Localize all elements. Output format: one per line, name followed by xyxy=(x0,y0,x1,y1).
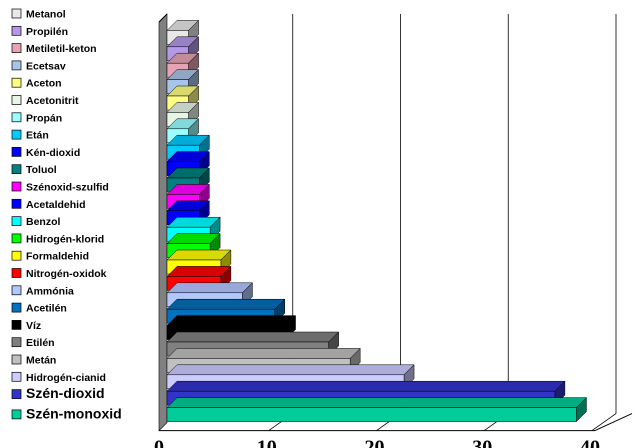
legend-label: Acetilén xyxy=(26,303,67,315)
legend-item-nitrogen-oxidok: Nitrogén-oxidok xyxy=(11,268,107,280)
legend-swatch xyxy=(11,25,22,36)
legend-item-ammonia: Ammónia xyxy=(11,285,74,297)
legend-label: Szénoxid-szulfid xyxy=(26,182,109,194)
bar-top-face xyxy=(166,266,232,277)
legend-swatch xyxy=(11,95,22,105)
bar-top-face xyxy=(166,282,254,294)
bar-top-face xyxy=(166,331,340,343)
legend-label: Aceton xyxy=(26,78,62,90)
legend-item-etan: Etán xyxy=(11,129,49,142)
legend-label: Metiletil-keton xyxy=(26,43,97,55)
floor-right-edge xyxy=(594,413,633,432)
bar-top-face xyxy=(166,249,232,261)
legend-label: Benzol xyxy=(26,216,61,228)
bar-top-face xyxy=(166,364,415,376)
legend-swatch xyxy=(11,268,22,278)
bar-top-face xyxy=(166,380,566,392)
x-tick-label-10: 10 xyxy=(257,437,277,448)
legend-swatch xyxy=(11,43,22,53)
legend-swatch xyxy=(11,8,22,19)
legend-label: Hidrogén-cianid xyxy=(26,372,106,384)
legend-swatch xyxy=(11,112,22,123)
legend-swatch xyxy=(11,371,22,382)
wall-top-edge xyxy=(158,13,168,23)
legend-label: Szén-dioxid xyxy=(26,385,105,401)
legend-swatch xyxy=(11,320,22,330)
legend-swatch xyxy=(11,250,22,261)
x-axis-ticks: 0 10 20 30 40 xyxy=(154,437,600,448)
legend-item-szenoxid-szulfid: Szénoxid-szulfid xyxy=(11,181,109,194)
legend-label: Acetaldehid xyxy=(26,199,86,211)
legend-label: Etán xyxy=(26,130,49,142)
bar-metanol xyxy=(166,19,200,46)
legend-label: Nitrogén-oxidok xyxy=(26,268,107,280)
legend-item-hidrogen-cianid: Hidrogén-cianid xyxy=(11,371,106,384)
legend-swatch xyxy=(11,354,22,365)
legend-item-benzol: Benzol xyxy=(11,216,61,228)
legend-swatch xyxy=(11,302,22,313)
legend-swatch xyxy=(11,181,22,192)
x-tick-label-40: 40 xyxy=(580,437,600,448)
x-tick-label-0: 0 xyxy=(154,437,164,448)
legend-swatch xyxy=(11,337,22,348)
legend-item-metiletil-keton: Metiletil-keton xyxy=(11,43,97,55)
legend-item-acetaldehid: Acetaldehid xyxy=(11,198,86,211)
legend-label: Kén-dioxid xyxy=(26,147,80,159)
legend-label: Ammónia xyxy=(26,285,74,297)
legend: Metanol Propilén Metiletil-keton Ecetsav Ace… xyxy=(11,8,122,421)
bar-top-face xyxy=(166,397,588,408)
legend-swatch xyxy=(11,389,22,399)
bar-front-face xyxy=(166,407,577,422)
legend-item-propilen: Propilén xyxy=(11,25,68,38)
side-wall xyxy=(158,13,168,432)
legend-swatch xyxy=(11,198,22,209)
legend-item-metanol: Metanol xyxy=(11,8,66,21)
legend-label: Toluol xyxy=(26,164,57,176)
legend-item-metan: Metán xyxy=(11,354,56,367)
legend-item-ecetsav: Ecetsav xyxy=(11,60,66,72)
legend-swatch xyxy=(11,164,22,175)
bar-series xyxy=(166,19,588,423)
legend-item-szen-dioxid: Szén-dioxid xyxy=(11,385,105,401)
legend-item-ken-dioxid: Kén-dioxid xyxy=(11,147,80,159)
legend-label: Szén-monoxid xyxy=(26,405,122,421)
legend-label: Víz xyxy=(26,320,41,332)
legend-swatch xyxy=(11,409,22,420)
legend-item-szen-monoxid: Szén-monoxid xyxy=(11,405,122,421)
legend-swatch xyxy=(11,129,22,140)
floor-gridline-40 xyxy=(591,413,617,431)
legend-label: Etilén xyxy=(26,337,55,349)
legend-label: Hidrogén-klorid xyxy=(26,233,104,245)
legend-item-viz: Víz xyxy=(11,320,41,332)
legend-label: Ecetsav xyxy=(26,60,66,72)
legend-swatch xyxy=(11,60,22,71)
legend-label: Propilén xyxy=(26,26,68,38)
x-tick-label-20: 20 xyxy=(365,437,385,448)
x-tick-label-30: 30 xyxy=(472,437,492,448)
bar-top-face xyxy=(166,348,361,359)
legend-swatch xyxy=(11,233,22,244)
legend-label: Propán xyxy=(26,112,62,124)
legend-swatch xyxy=(11,285,22,296)
legend-swatch xyxy=(11,77,22,88)
legend-item-propan: Propán xyxy=(11,112,62,124)
legend-swatch xyxy=(11,147,22,157)
legend-label: Metanol xyxy=(26,9,66,21)
legend-item-hidrogen-klorid: Hidrogén-klorid xyxy=(11,233,104,245)
legend-label: Formaldehid xyxy=(26,251,89,263)
bar-top-face xyxy=(166,315,297,326)
legend-label: Metán xyxy=(26,355,56,367)
legend-item-acetilen: Acetilén xyxy=(11,302,67,315)
legend-item-aceton: Aceton xyxy=(11,77,62,90)
bar-szen-monoxid xyxy=(166,396,588,423)
legend-item-toluol: Toluol xyxy=(11,164,57,176)
legend-item-formaldehid: Formaldehid xyxy=(11,250,89,263)
bar-top-face xyxy=(166,298,286,310)
legend-label: Acetonitrit xyxy=(26,95,79,107)
legend-item-acetonitrit: Acetonitrit xyxy=(11,95,79,107)
legend-swatch xyxy=(11,216,22,226)
legend-item-etilen: Etilén xyxy=(11,337,55,349)
